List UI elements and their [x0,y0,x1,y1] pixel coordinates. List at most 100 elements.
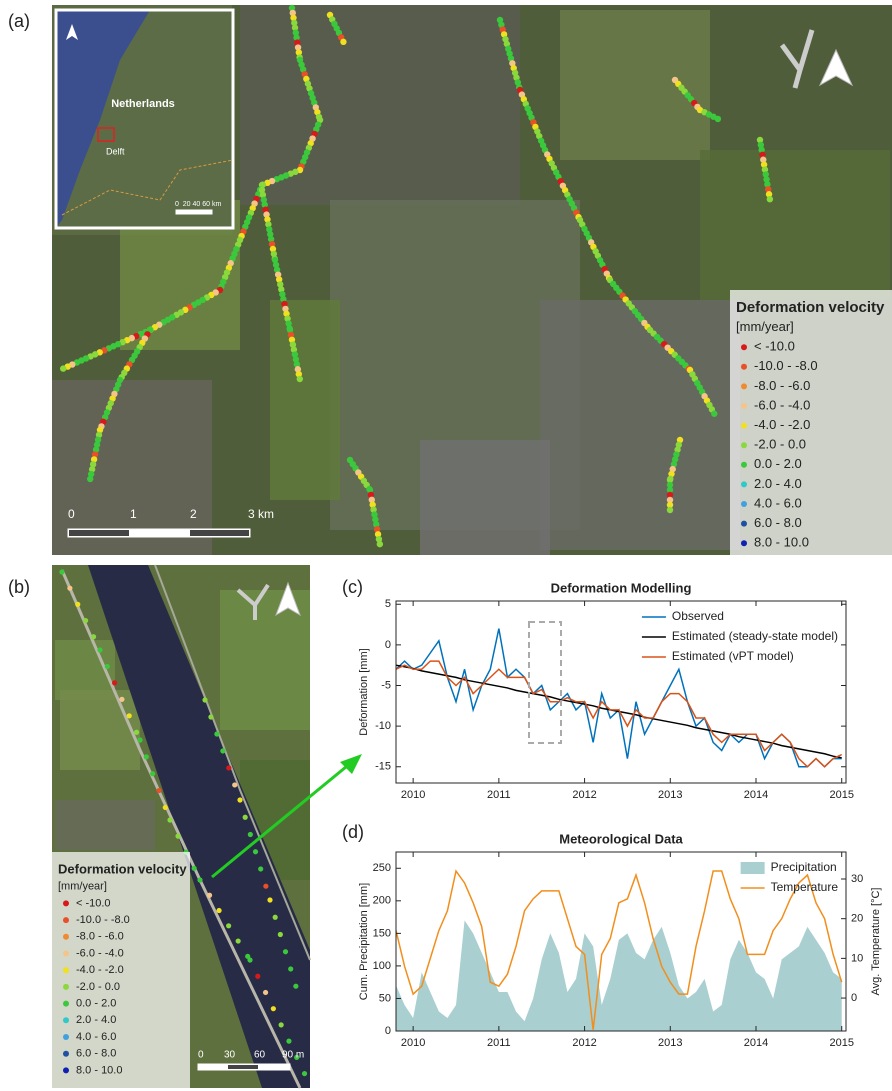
y-tick-label: 100 [373,960,391,972]
ps-point [267,231,274,238]
ps-point [281,300,288,308]
ps-point [374,531,382,538]
ps-point [269,245,277,253]
ps-point [90,456,98,463]
ps-point [278,286,285,293]
ps-point [496,16,504,24]
ps-point [293,34,300,41]
ps-point [226,765,232,771]
inset-marker [97,127,115,142]
legend-label: -4.0 - -2.0 [76,964,124,976]
legend-swatch [63,1067,69,1074]
legend-label: < -10.0 [754,339,795,354]
legend-swatch [63,1050,69,1057]
ps-point [150,771,156,777]
legend-swatch [63,967,69,974]
legend-swatch [63,1017,69,1024]
legend-label: 2.0 - 4.0 [76,1014,116,1026]
ps-point [280,295,287,303]
scale-bar [67,528,251,538]
north-arrow [275,581,301,617]
legend-box [730,290,892,555]
legend-label: -8.0 - -6.0 [754,378,810,393]
ps-point [670,461,678,468]
ps-point [291,24,299,31]
ps-point [506,50,513,57]
ps-point [676,436,684,444]
ps-point [67,585,73,591]
x-tick-label: 2013 [658,1037,682,1049]
x-tick-label: 2014 [744,789,768,801]
legend-label: 6.0 - 8.0 [754,515,802,530]
ps-point [674,446,681,453]
ps-point [675,441,682,449]
inset-scale-bar [175,209,213,215]
ps-point [757,141,765,149]
y-tick-label: 150 [373,927,391,939]
ps-point [277,281,284,288]
legend-swatch [741,540,747,547]
ps-point [507,55,515,62]
legend-label: 8.0 - 10.0 [754,535,809,550]
ps-point [89,461,97,468]
ps-point [86,475,94,483]
scale-bar-segment [190,530,249,536]
ps-point [91,451,99,458]
legend-label: Estimated (steady-state model) [672,629,838,643]
ps-point [764,181,771,188]
ps-point [756,136,764,144]
ps-point [513,74,520,81]
ps-point [119,696,125,702]
ps-point [509,60,516,67]
ps-point [505,45,512,53]
ps-point [272,261,280,269]
ps-point [275,276,283,283]
ps-point [368,496,375,504]
panel-label: (b) [8,577,30,597]
legend-label: -10.0 - -8.0 [76,914,130,926]
plot-area [396,601,846,783]
ps-point [133,729,140,735]
inset-border [61,159,234,216]
ps-point [288,966,294,972]
ps-point [261,201,268,208]
ps-point [252,849,259,855]
connector-arrow [211,760,353,879]
ps-point [87,470,95,478]
legend-swatch [741,403,747,409]
x-tick-label: 2013 [658,789,682,801]
ps-point [673,451,680,458]
ps-point [83,617,89,624]
ps-point [293,983,299,989]
ps-point [761,166,769,173]
legend-label: 6.0 - 8.0 [76,1048,116,1060]
ps-point [499,26,506,33]
x-tick-label: 2012 [572,1037,596,1049]
map-area [240,5,520,205]
connector-arrow-head [340,754,362,774]
ps-point [292,356,300,363]
ps-point [295,370,303,378]
ps-point [97,647,103,653]
x-tick-label: 2011 [487,789,511,801]
scale-label: 1 [130,507,137,521]
compass-arrow [236,583,270,620]
legend-label: 2.0 - 4.0 [754,476,802,491]
scale-label: 0 [68,507,75,521]
y2-axis-label: Avg. Temperature [°C] [870,888,882,996]
ps-point [156,787,162,794]
legend-label: -2.0 - 0.0 [754,437,806,452]
ps-point [666,476,674,484]
legend-swatch [741,422,747,429]
legend-swatch [741,520,747,527]
ps-point [765,191,773,198]
inset-sea [56,10,150,228]
ps-point [340,38,347,46]
ps-point [286,1038,292,1044]
legend-swatch [741,383,747,390]
ps-point [247,957,253,963]
ps-point [258,866,264,872]
ps-point [220,748,226,754]
ps-point [272,914,278,920]
